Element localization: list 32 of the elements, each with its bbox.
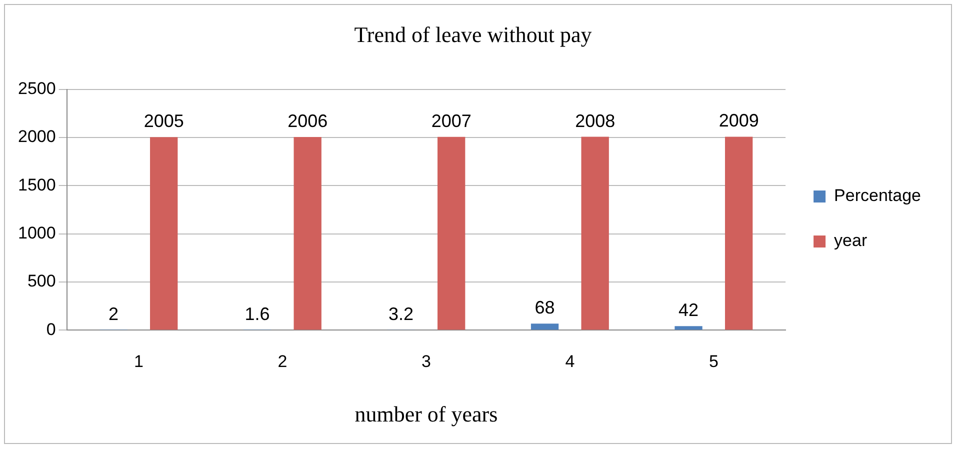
bar <box>530 324 559 330</box>
data-label: 2009 <box>718 110 759 131</box>
y-tick-label: 1500 <box>18 175 56 194</box>
data-label: 68 <box>534 298 555 318</box>
x-tick-label: 1 <box>134 352 144 372</box>
data-label: 2006 <box>288 110 328 131</box>
data-label: 42 <box>678 300 699 320</box>
x-tick-label: 4 <box>565 352 575 372</box>
y-tick-label: 2500 <box>18 79 56 98</box>
data-label: 2007 <box>431 110 472 131</box>
bar <box>438 136 466 330</box>
chart-title: Trend of leave without pay <box>354 22 592 47</box>
data-label: 2 <box>108 304 119 324</box>
legend-label: year <box>834 231 868 250</box>
bar <box>674 326 702 330</box>
x-tick-label: 2 <box>278 352 288 372</box>
x-tick-label: 3 <box>421 352 431 372</box>
data-label: 3.2 <box>388 304 414 324</box>
data-label: 2005 <box>144 111 184 132</box>
bar <box>581 136 609 330</box>
y-tick-label: 1000 <box>18 224 56 243</box>
x-axis-title: number of years <box>354 402 498 427</box>
x-tick-label: 5 <box>708 352 718 372</box>
bar <box>150 137 178 330</box>
data-label: 1.6 <box>244 304 270 324</box>
bar <box>724 136 753 330</box>
bar <box>294 136 322 330</box>
y-tick-label: 0 <box>46 320 56 339</box>
legend-label: Percentage <box>834 186 921 206</box>
y-tick-label: 500 <box>27 272 56 291</box>
data-label: 2008 <box>575 110 616 131</box>
y-tick-label: 2000 <box>18 127 56 146</box>
